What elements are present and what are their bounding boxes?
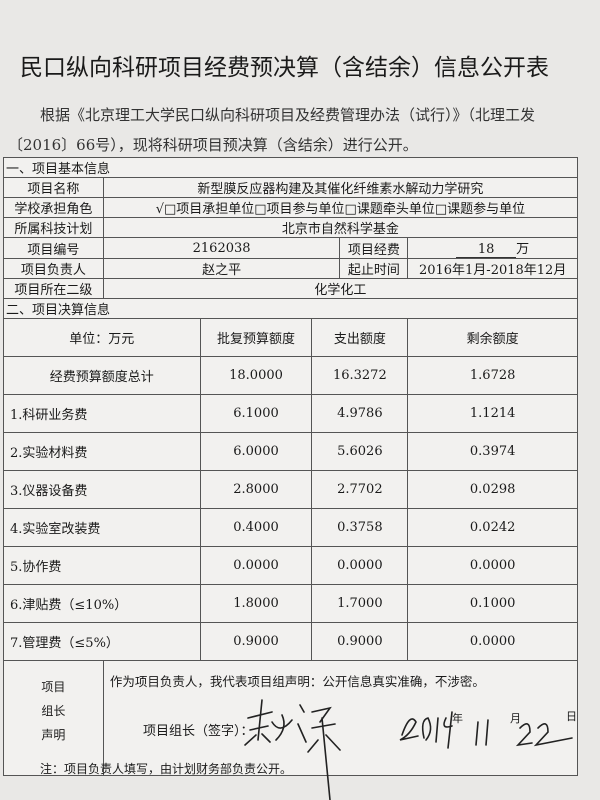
header-approved: 批复预算额度 bbox=[199, 318, 313, 357]
project-code: 2162038 bbox=[102, 237, 341, 259]
approved-amount: 0.4000 bbox=[199, 508, 313, 547]
role-label: 学校承担角色 bbox=[3, 197, 104, 218]
approved-amount: 0.9000 bbox=[199, 622, 313, 661]
spent-amount: 0.0000 bbox=[311, 546, 409, 585]
project-leader: 赵之平 bbox=[102, 258, 341, 279]
spent-amount: 2.7702 bbox=[311, 470, 409, 509]
approved-amount: 0.0000 bbox=[199, 546, 313, 585]
item-name: 4.实验室改装费 bbox=[3, 508, 201, 547]
budget-row: 6.津贴费（≤10%） 1.8000 1.7000 0.1000 bbox=[3, 584, 578, 623]
remaining-amount: 1.6728 bbox=[407, 356, 578, 395]
budget-row: 7.管理费（≤5%） 0.9000 0.9000 0.0000 bbox=[3, 622, 578, 661]
project-fund: 18 万 bbox=[407, 237, 578, 259]
item-name: 经费预算额度总计 bbox=[3, 356, 201, 395]
name-label: 项目名称 bbox=[3, 177, 104, 198]
spent-amount: 1.7000 bbox=[311, 584, 409, 623]
spent-amount: 0.3758 bbox=[311, 508, 409, 547]
header-remaining: 剩余额度 bbox=[407, 318, 578, 357]
spent-amount: 4.9786 bbox=[311, 394, 409, 433]
approved-amount: 1.8000 bbox=[199, 584, 313, 623]
sign-label: 项目组长（签字）： bbox=[143, 724, 254, 739]
fund-value: 18 bbox=[456, 242, 517, 258]
spent-amount: 5.6026 bbox=[311, 432, 409, 471]
tech-plan: 北京市自然科学基金 bbox=[102, 217, 579, 238]
plan-label: 所属科技计划 bbox=[3, 217, 104, 238]
approved-amount: 18.0000 bbox=[199, 356, 313, 395]
label-line: 项目 bbox=[41, 680, 66, 694]
budget-header-row: 单位：万元 批复预算额度 支出额度 剩余额度 bbox=[3, 318, 578, 357]
remaining-amount: 1.1214 bbox=[407, 394, 578, 433]
project-period: 2016年1月-2018年12月 bbox=[407, 258, 578, 279]
remaining-amount: 0.1000 bbox=[407, 584, 578, 623]
budget-row: 1.科研业务费 6.1000 4.9786 1.1214 bbox=[3, 394, 578, 433]
budget-row: 2.实验材料费 6.0000 5.6026 0.3974 bbox=[3, 432, 578, 471]
leader-label: 项目负责人 bbox=[3, 258, 104, 279]
footnote: 注：项目负责人填写，由计划财务部负责公开。 bbox=[40, 762, 293, 776]
spent-amount: 0.9000 bbox=[311, 622, 409, 661]
day-unit: 日 bbox=[566, 710, 577, 723]
spent-amount: 16.3272 bbox=[311, 356, 409, 395]
remaining-amount: 0.3974 bbox=[407, 432, 578, 471]
item-name: 1.科研业务费 bbox=[3, 394, 201, 433]
fund-unit: 万 bbox=[516, 242, 530, 257]
month-unit: 月 bbox=[510, 712, 521, 725]
section-budget: 二、项目决算信息 bbox=[3, 298, 578, 319]
remaining-amount: 0.0000 bbox=[407, 622, 578, 661]
section-basic: 一、项目基本信息 bbox=[3, 157, 578, 178]
budget-row: 4.实验室改装费 0.4000 0.3758 0.0242 bbox=[3, 508, 578, 547]
approved-amount: 6.1000 bbox=[199, 394, 313, 433]
label-line: 声明 bbox=[41, 728, 66, 742]
header-spent: 支出额度 bbox=[311, 318, 409, 357]
year-unit: 年 bbox=[452, 712, 463, 725]
header-unit: 单位：万元 bbox=[3, 318, 201, 357]
label-line: 组长 bbox=[41, 704, 66, 718]
item-name: 7.管理费（≤5%） bbox=[3, 622, 201, 661]
budget-row: 3.仪器设备费 2.8000 2.7702 0.0298 bbox=[3, 470, 578, 509]
item-name: 5.协作费 bbox=[3, 546, 201, 585]
item-name: 2.实验材料费 bbox=[3, 432, 201, 471]
dept-label: 项目所在二级 bbox=[3, 278, 104, 299]
info-table: 一、项目基本信息 项目名称 新型膜反应器构建及其催化纤维素水解动力学研究 学校承担… bbox=[3, 157, 579, 776]
item-name: 6.津贴费（≤10%） bbox=[3, 584, 201, 623]
school-role: √□项目承担单位□项目参与单位□课题牵头单位□课题参与单位 bbox=[102, 197, 579, 218]
item-name: 3.仪器设备费 bbox=[3, 470, 201, 509]
statement-row: 项目组长声明 作为项目负责人，我代表项目组声明：公开信息真实准确，不涉密。 bbox=[3, 660, 579, 776]
budget-row: 5.协作费 0.0000 0.0000 0.0000 bbox=[3, 546, 578, 585]
remaining-amount: 0.0000 bbox=[407, 546, 578, 585]
approved-amount: 2.8000 bbox=[199, 470, 313, 509]
period-label: 起止时间 bbox=[339, 258, 409, 279]
intro-text: 根据《北京理工大学民口纵向科研项目及经费管理办法（试行）》（北理工发〔2016〕… bbox=[8, 106, 536, 154]
page-title: 民口纵向科研项目经费预决算（含结余）信息公开表 bbox=[20, 55, 549, 81]
statement-text: 作为项目负责人，我代表项目组声明：公开信息真实准确，不涉密。 bbox=[102, 660, 579, 776]
approved-amount: 6.0000 bbox=[199, 432, 313, 471]
statement-label: 项目 组长 声明 bbox=[3, 660, 104, 776]
code-label: 项目编号 bbox=[3, 237, 104, 259]
project-name: 新型膜反应器构建及其催化纤维素水解动力学研究 bbox=[102, 177, 579, 198]
remaining-amount: 0.0242 bbox=[407, 508, 578, 547]
budget-row: 经费预算额度总计 18.0000 16.3272 1.6728 bbox=[3, 356, 578, 395]
fund-label: 项目经费 bbox=[339, 237, 409, 259]
department: 化学化工 bbox=[102, 278, 579, 299]
remaining-amount: 0.0298 bbox=[407, 470, 578, 509]
